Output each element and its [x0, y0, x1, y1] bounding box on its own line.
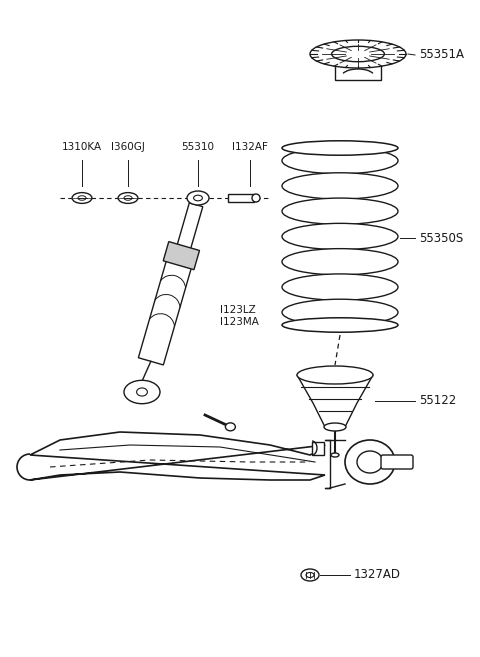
Text: 1327AD: 1327AD: [354, 568, 401, 581]
Text: 55350S: 55350S: [419, 231, 463, 244]
Ellipse shape: [226, 423, 235, 431]
Polygon shape: [175, 203, 203, 258]
Ellipse shape: [252, 194, 260, 202]
Ellipse shape: [331, 453, 339, 457]
Ellipse shape: [324, 423, 346, 431]
Polygon shape: [297, 375, 373, 427]
Ellipse shape: [332, 46, 384, 62]
FancyBboxPatch shape: [381, 455, 413, 469]
Text: I132AF: I132AF: [232, 142, 268, 152]
Polygon shape: [30, 432, 325, 480]
Ellipse shape: [282, 318, 398, 332]
Polygon shape: [138, 252, 194, 365]
Polygon shape: [228, 194, 254, 202]
Polygon shape: [163, 242, 200, 269]
Ellipse shape: [72, 193, 92, 204]
Polygon shape: [312, 442, 324, 455]
Text: 55351A: 55351A: [419, 49, 464, 62]
Text: I123LZ: I123LZ: [220, 305, 256, 315]
Text: I360GJ: I360GJ: [111, 142, 145, 152]
Ellipse shape: [282, 173, 398, 199]
Ellipse shape: [282, 141, 398, 155]
Text: 55122: 55122: [419, 394, 456, 407]
Ellipse shape: [124, 196, 132, 200]
Ellipse shape: [297, 366, 373, 384]
Ellipse shape: [345, 440, 395, 484]
Ellipse shape: [282, 147, 398, 174]
Ellipse shape: [78, 196, 86, 200]
Ellipse shape: [187, 191, 209, 205]
Text: 1310KA: 1310KA: [62, 142, 102, 152]
Ellipse shape: [282, 223, 398, 250]
Ellipse shape: [124, 380, 160, 403]
Polygon shape: [335, 54, 381, 80]
Ellipse shape: [357, 451, 383, 473]
Ellipse shape: [137, 388, 147, 396]
Ellipse shape: [301, 569, 319, 581]
Ellipse shape: [282, 248, 398, 275]
Ellipse shape: [306, 572, 314, 578]
Ellipse shape: [118, 193, 138, 204]
Ellipse shape: [193, 195, 203, 201]
Ellipse shape: [282, 274, 398, 300]
Text: 55310: 55310: [181, 142, 215, 152]
Ellipse shape: [282, 299, 398, 325]
Ellipse shape: [310, 40, 406, 68]
Ellipse shape: [282, 198, 398, 224]
Text: I123MA: I123MA: [220, 317, 259, 327]
